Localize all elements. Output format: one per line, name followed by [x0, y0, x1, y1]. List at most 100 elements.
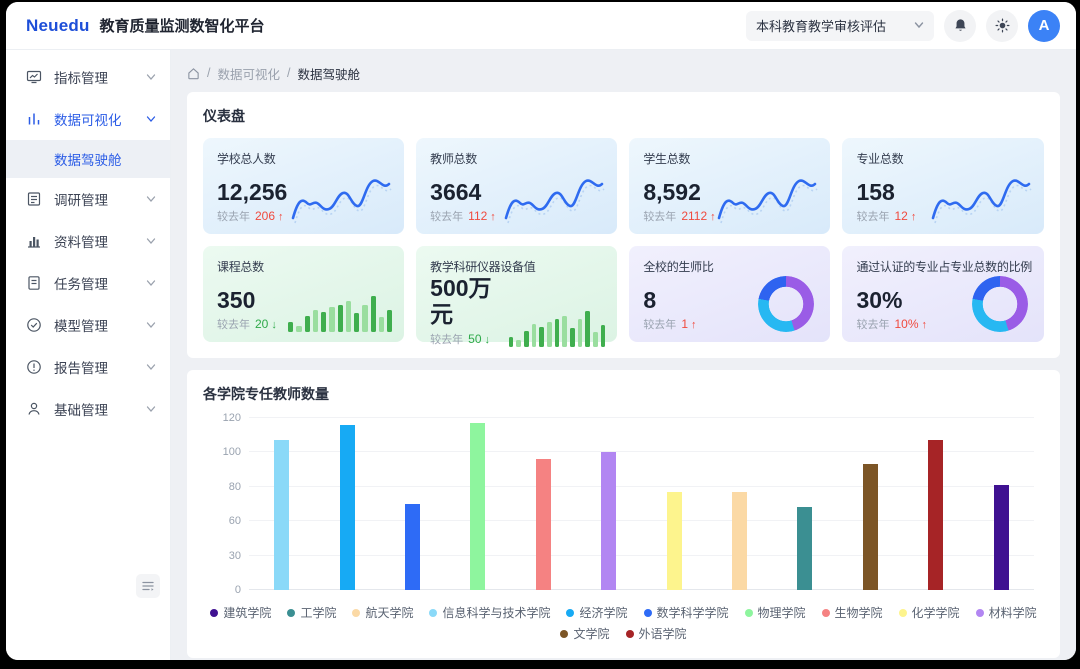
sidebar-item-1[interactable]: 指标管理 [6, 56, 170, 98]
sidebar-item-5[interactable]: 任务管理 [6, 262, 170, 304]
legend-dot-icon [625, 629, 634, 638]
stat-card-delta: 较去年 1 ↑ [643, 316, 696, 332]
delta-value: 12 [894, 209, 908, 223]
sidebar-item-2[interactable]: 数据可视化 [6, 98, 170, 140]
stat-card-delta: 较去年 2112 ↑ [643, 208, 715, 224]
breadcrumb-separator: / [287, 66, 291, 80]
trend-down-icon: ↓ [484, 333, 491, 346]
y-axis-tick: 100 [222, 446, 241, 459]
legend-item[interactable]: 工学院 [287, 604, 336, 621]
legend-label: 工学院 [300, 606, 337, 620]
top-header: Neuedu 教育质量监测数智化平台 本科教育教学审核评估 A [6, 2, 1076, 50]
bar-外语学院[interactable] [928, 440, 944, 590]
sidebar-item-7[interactable]: 报告管理 [6, 346, 170, 388]
stat-card-value: 30% [856, 286, 903, 313]
legend-dot-icon [821, 608, 830, 617]
stat-card-delta: 较去年 20 ↓ [217, 316, 277, 332]
theme-brightness-icon[interactable] [986, 9, 1018, 42]
document-icon [26, 275, 42, 291]
stat-card-title: 课程总数 [217, 260, 264, 274]
legend-item[interactable]: 外语学院 [625, 625, 687, 642]
stat-card-value: 12,256 [217, 178, 288, 205]
stat-card-6: 教学科研仪器设备值 500万元 较去年 50 ↓ [416, 246, 618, 347]
compare-label: 较去年 [430, 211, 464, 223]
main-content: / 数据可视化 / 数据驾驶舱 仪表盘 学校总人数 12,256 较去年 206 ↑ 教师总数 3… [171, 50, 1076, 660]
mini-bar-chart [508, 297, 606, 347]
app-title: 教育质量监测数智化平台 [99, 18, 265, 35]
compare-label: 较去年 [430, 333, 464, 346]
chevron-down-icon [146, 112, 156, 127]
mini-bar-chart [288, 282, 393, 332]
legend-item[interactable]: 生物学院 [821, 604, 883, 621]
sidebar-item-6[interactable]: 模型管理 [6, 304, 170, 346]
bar-材料学院[interactable] [601, 452, 617, 590]
legend-item[interactable]: 化学学院 [898, 604, 960, 621]
y-axis-tick: 120 [222, 412, 241, 424]
project-select-value: 本科教育教学审核评估 [756, 19, 887, 34]
bar-航天学院[interactable] [732, 491, 748, 590]
sidebar-item-8[interactable]: 基础管理 [6, 388, 170, 430]
stat-card-delta: 较去年 10% ↑ [856, 316, 927, 332]
dashboard-title: 仪表盘 [203, 108, 245, 124]
legend-item[interactable]: 建筑学院 [210, 604, 271, 621]
gridline [249, 451, 1034, 453]
sidebar-item-label: 基础管理 [54, 403, 108, 418]
stat-card-value: 8 [643, 286, 657, 313]
dashboard-panel: 仪表盘 学校总人数 12,256 较去年 206 ↑ 教师总数 3664 较去年 112 ↑ 学生总… [187, 92, 1060, 358]
bar-数学科学学院[interactable] [405, 504, 421, 590]
breadcrumb-item[interactable]: 数据驾驶舱 [297, 67, 360, 82]
legend-dot-icon [898, 608, 907, 617]
sidebar-item-3[interactable]: 调研管理 [6, 178, 170, 220]
gridline [249, 589, 1034, 590]
legend-item[interactable]: 数学科学学院 [643, 604, 729, 621]
legend-label: 材料学院 [988, 606, 1037, 620]
stat-card-1: 学校总人数 12,256 较去年 206 ↑ [203, 138, 405, 234]
gridline [249, 520, 1034, 522]
stat-card-delta: 较去年 12 ↑ [856, 208, 916, 224]
bar-文学院[interactable] [862, 464, 878, 590]
trend-sparkline [931, 179, 1032, 224]
legend-item[interactable]: 文学院 [560, 625, 610, 642]
notification-bell-icon[interactable] [944, 9, 976, 42]
stat-card-8: 通过认证的专业占专业总数的比例 30% 较去年 10% ↑ [842, 246, 1044, 342]
bar-生物学院[interactable] [535, 459, 551, 590]
bar-建筑学院[interactable] [993, 485, 1009, 590]
sidebar-subitem[interactable]: 数据驾驶舱 [6, 140, 170, 178]
legend-item[interactable]: 航天学院 [352, 604, 413, 621]
stat-card-title: 学生总数 [643, 152, 691, 166]
stat-card-title: 通过认证的专业占专业总数的比例 [856, 260, 1032, 274]
legend-item[interactable]: 材料学院 [975, 604, 1037, 621]
clipboard-icon [26, 191, 42, 207]
legend-item[interactable]: 物理学院 [744, 604, 806, 621]
bar-工学院[interactable] [797, 507, 813, 590]
avatar[interactable]: A [1028, 9, 1060, 42]
breadcrumb-item[interactable]: 数据可视化 [217, 67, 280, 82]
stat-card-title: 学校总人数 [217, 152, 276, 166]
sidebar-item-label: 资料管理 [54, 235, 108, 250]
bar-物理学院[interactable] [470, 423, 486, 590]
bar-信息科学与技术学院[interactable] [274, 440, 290, 590]
compare-label: 较去年 [217, 319, 250, 331]
legend-item[interactable]: 信息科学与技术学院 [429, 604, 550, 621]
sidebar-collapse-icon[interactable] [136, 574, 160, 598]
bar-化学学院[interactable] [666, 491, 682, 590]
sidebar-item-4[interactable]: 资料管理 [6, 220, 170, 262]
stat-card-value: 8,592 [643, 178, 701, 205]
stat-card-title: 教师总数 [430, 152, 477, 166]
sidebar: 指标管理 数据可视化 数据驾驶舱 调研管理资料管理任务管理 模型管理 报告管理基础管理 [6, 50, 171, 660]
legend-dot-icon [287, 608, 296, 617]
trend-up-icon: ↑ [278, 211, 284, 223]
chevron-down-icon [146, 360, 156, 375]
trend-down-icon: ↓ [271, 319, 277, 331]
compare-label: 较去年 [217, 211, 250, 223]
trend-sparkline [505, 179, 605, 224]
legend-item[interactable]: 经济学院 [566, 604, 628, 621]
bar-经济学院[interactable] [339, 424, 355, 590]
delta-value: 10% [894, 317, 919, 331]
chevron-down-icon [146, 276, 156, 291]
delta-value: 1 [681, 317, 688, 331]
project-select[interactable]: 本科教育教学审核评估 [746, 10, 934, 41]
chart-legend: 建筑学院 工学院 航天学院 信息科学与技术学院 经济学院 数学科学学院 物理学院 生物学院 化学… [203, 604, 1044, 642]
chevron-down-icon [914, 18, 924, 33]
home-icon[interactable] [187, 67, 200, 80]
